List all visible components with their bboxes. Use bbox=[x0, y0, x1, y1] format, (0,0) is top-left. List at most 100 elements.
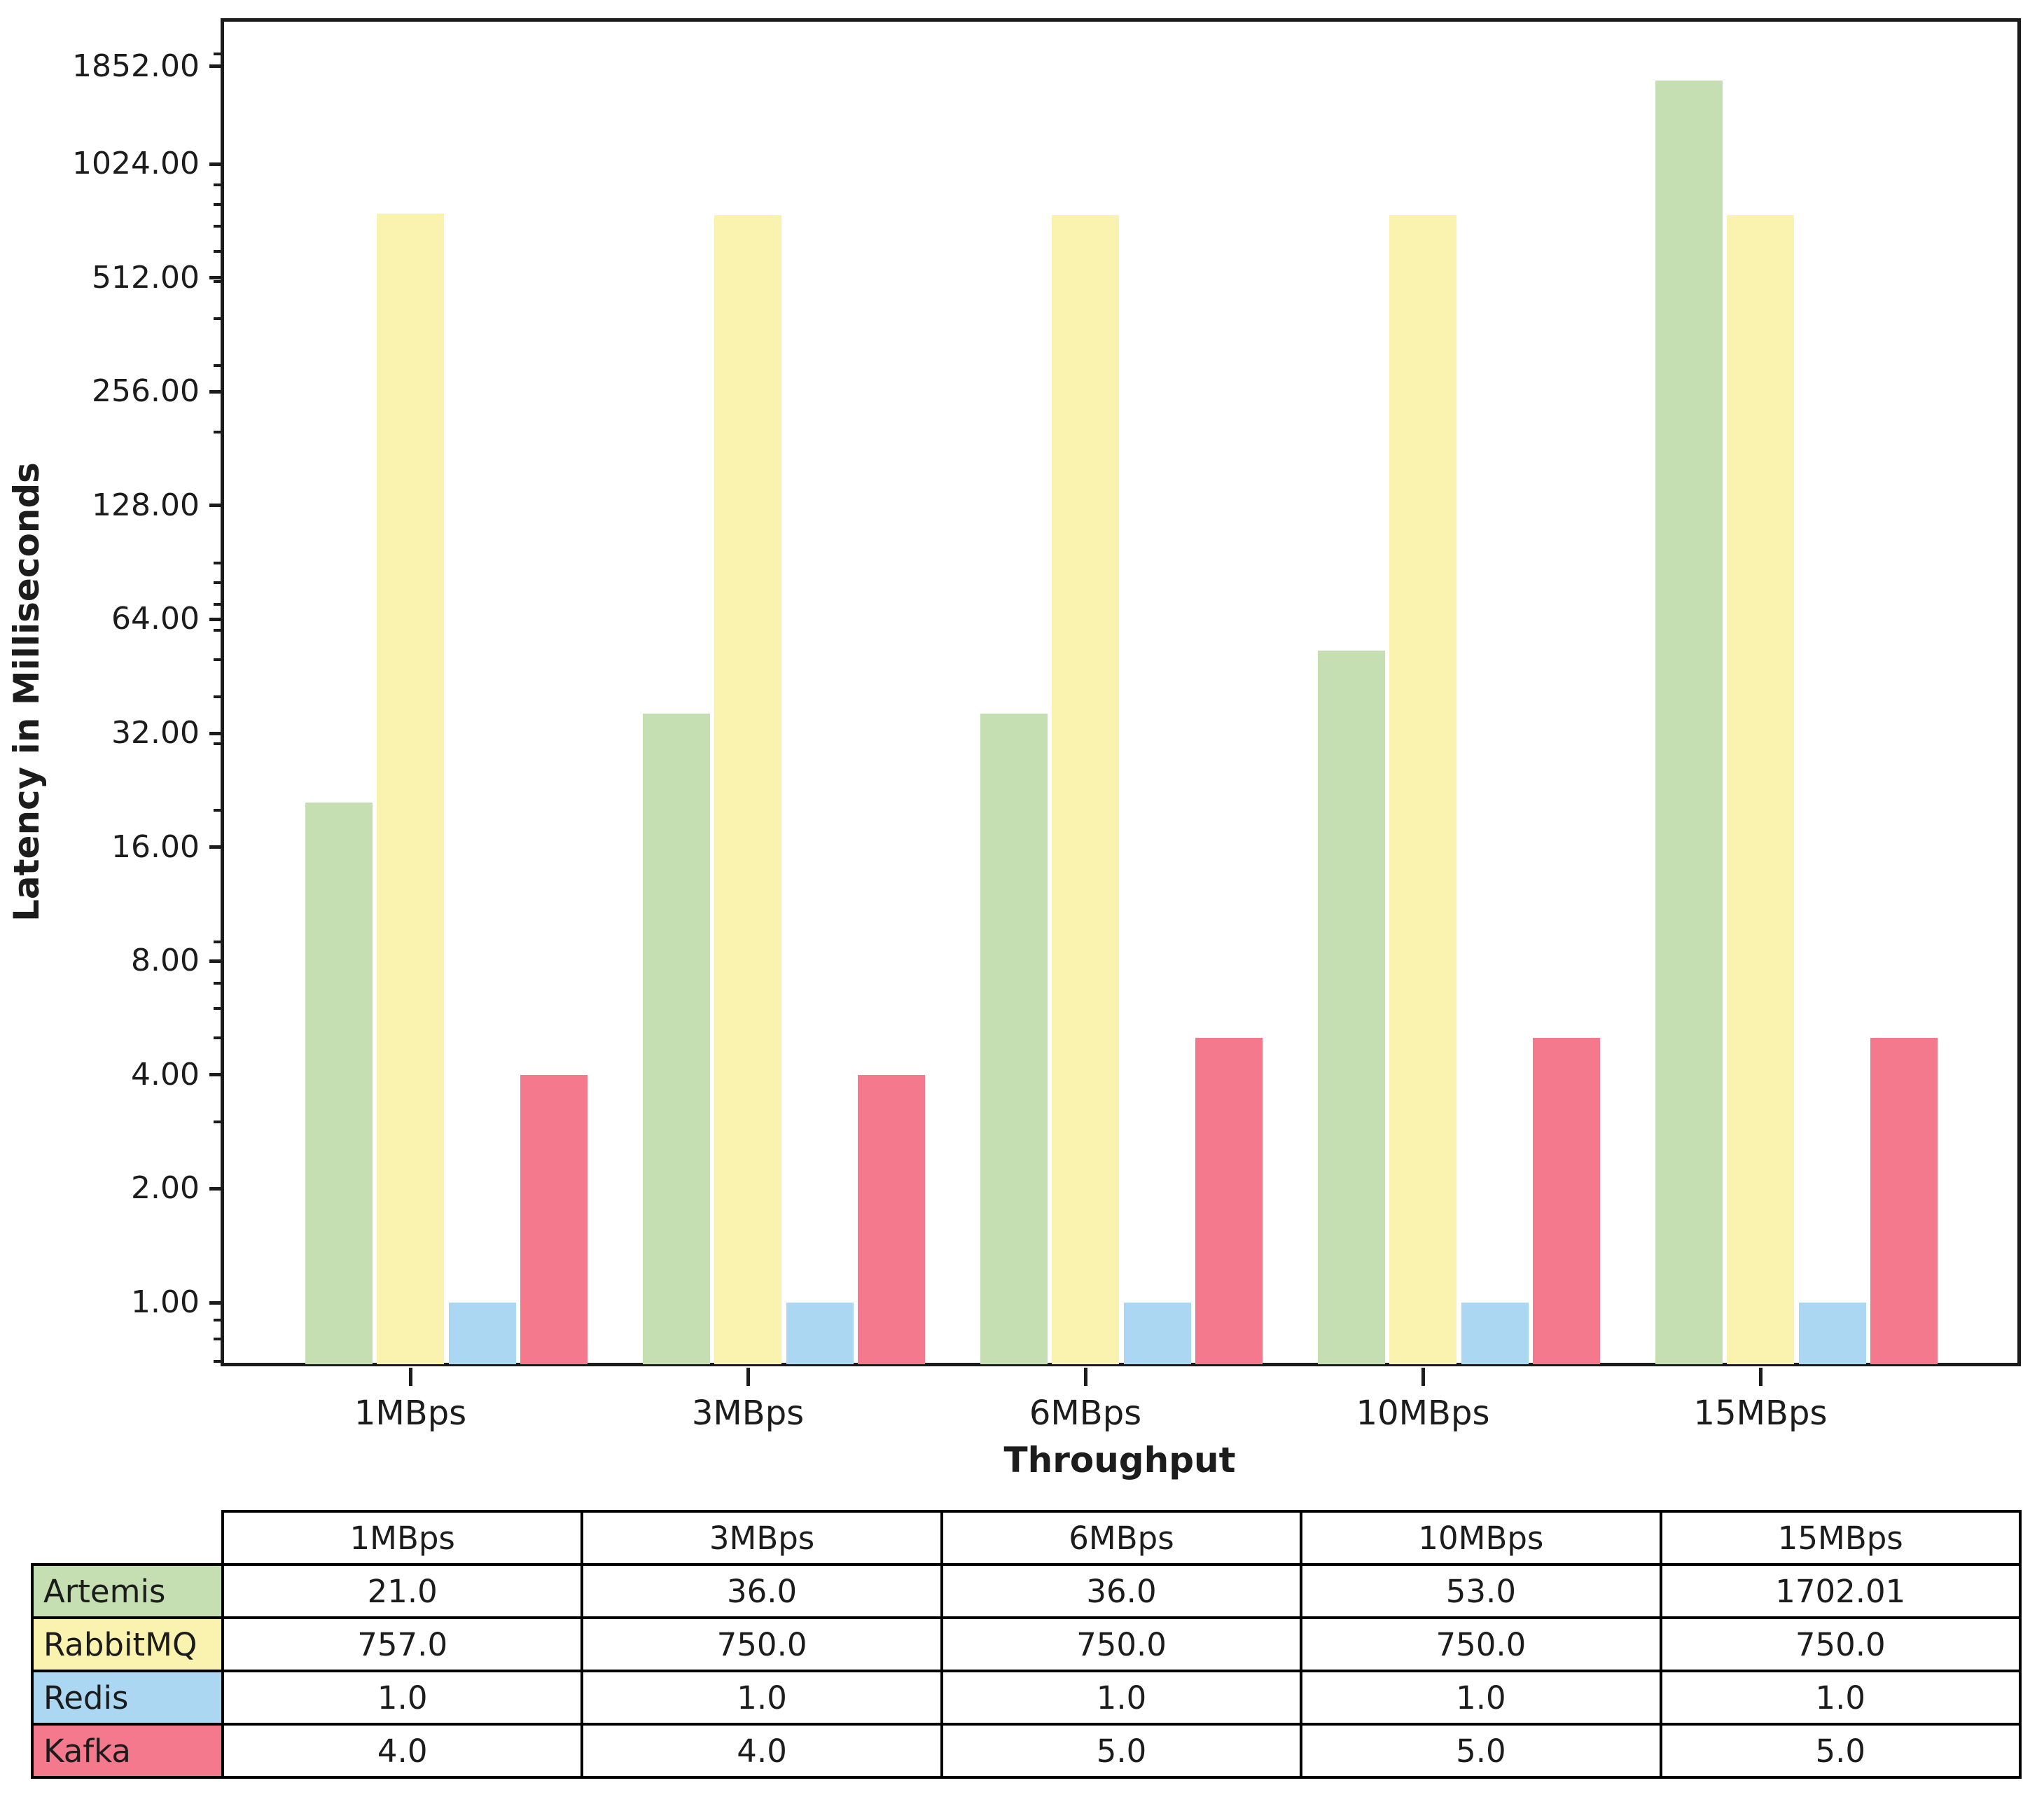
data-table: 1MBps 3MBps 6MBps 10MBps 15MBps Artemis 21.0 36… bbox=[31, 1510, 2022, 1779]
table-row: RabbitMQ 757.0 750.0 750.0 750.0 750.0 bbox=[31, 1616, 2022, 1672]
table-row: Redis 1.0 1.0 1.0 1.0 1.0 bbox=[31, 1670, 2022, 1726]
y-minor-tick bbox=[214, 52, 221, 55]
y-minor-tick bbox=[214, 628, 221, 632]
table-cell: 5.0 bbox=[1659, 1723, 2022, 1779]
y-tick-label: 2.00 bbox=[131, 1170, 200, 1207]
bar-artemis-10mbps bbox=[1317, 650, 1385, 1364]
y-major-tick bbox=[209, 276, 221, 280]
y-major-tick bbox=[209, 1300, 221, 1305]
y-tick-label: 8.00 bbox=[131, 943, 200, 979]
y-major-tick bbox=[209, 389, 221, 394]
y-minor-tick bbox=[214, 280, 221, 284]
y-axis-title: Latency in Milliseconds bbox=[6, 462, 47, 922]
y-minor-tick bbox=[214, 658, 221, 662]
x-tick-label: 15MBps bbox=[1693, 1394, 1828, 1433]
y-minor-tick bbox=[214, 1006, 221, 1010]
x-tick-label: 10MBps bbox=[1356, 1394, 1490, 1433]
bar-artemis-3mbps bbox=[642, 714, 710, 1364]
table-cell: 1.0 bbox=[221, 1670, 584, 1726]
x-axis-title: Throughput bbox=[1003, 1440, 1236, 1480]
y-tick-label: 16.00 bbox=[111, 828, 200, 865]
y-minor-tick bbox=[214, 363, 221, 367]
bar-rabbitmq-1mbps bbox=[377, 213, 444, 1364]
y-minor-tick bbox=[214, 562, 221, 565]
table-cell: 750.0 bbox=[940, 1616, 1303, 1672]
y-minor-tick bbox=[214, 603, 221, 606]
table-cell: 750.0 bbox=[1659, 1616, 2022, 1672]
y-minor-tick bbox=[214, 225, 221, 228]
table-cell: 750.0 bbox=[1300, 1616, 1662, 1672]
bar-kafka-15mbps bbox=[1870, 1038, 1938, 1364]
table-row: Artemis 21.0 36.0 36.0 53.0 1702.01 bbox=[31, 1563, 2022, 1619]
table-cell: 5.0 bbox=[940, 1723, 1303, 1779]
y-minor-tick bbox=[214, 202, 221, 206]
bar-kafka-3mbps bbox=[858, 1074, 925, 1364]
table-row-label-kafka: Kafka bbox=[31, 1723, 224, 1779]
y-minor-tick bbox=[214, 1338, 221, 1341]
y-major-tick bbox=[209, 64, 221, 69]
y-minor-tick bbox=[214, 581, 221, 585]
y-major-tick bbox=[209, 1186, 221, 1191]
y-minor-tick bbox=[214, 742, 221, 746]
table-cell: 36.0 bbox=[940, 1563, 1303, 1619]
table-cell: 1.0 bbox=[1300, 1670, 1662, 1726]
y-minor-tick bbox=[214, 1318, 221, 1321]
table-row-label-redis: Redis bbox=[31, 1670, 224, 1726]
table-col-header: 15MBps bbox=[1659, 1510, 2022, 1566]
x-tick-label: 1MBps bbox=[354, 1394, 467, 1433]
y-tick-label: 128.00 bbox=[92, 487, 200, 523]
y-major-tick bbox=[209, 1073, 221, 1077]
x-tick-label: 3MBps bbox=[691, 1394, 805, 1433]
y-major-tick bbox=[209, 731, 221, 735]
table-cell: 1.0 bbox=[1659, 1670, 2022, 1726]
y-minor-tick bbox=[214, 250, 221, 254]
bar-kafka-6mbps bbox=[1195, 1038, 1263, 1364]
table-cell: 21.0 bbox=[221, 1563, 584, 1619]
y-tick-label: 4.00 bbox=[131, 1056, 200, 1092]
y-major-tick bbox=[209, 162, 221, 166]
y-minor-tick bbox=[214, 317, 221, 320]
y-minor-tick bbox=[214, 695, 221, 698]
bar-kafka-1mbps bbox=[520, 1074, 588, 1364]
y-major-tick bbox=[209, 504, 221, 508]
bar-rabbitmq-3mbps bbox=[714, 215, 781, 1364]
table-cell: 1702.01 bbox=[1659, 1563, 2022, 1619]
bar-redis-6mbps bbox=[1123, 1303, 1191, 1364]
table-cell: 4.0 bbox=[580, 1723, 943, 1779]
table-col-header: 3MBps bbox=[580, 1510, 943, 1566]
x-tick-label: 6MBps bbox=[1029, 1394, 1142, 1433]
y-minor-tick bbox=[214, 183, 221, 187]
bar-redis-1mbps bbox=[448, 1303, 516, 1364]
x-tick bbox=[1083, 1368, 1087, 1386]
y-minor-tick bbox=[214, 940, 221, 943]
table-cell: 4.0 bbox=[221, 1723, 584, 1779]
bar-kafka-10mbps bbox=[1533, 1038, 1600, 1364]
table-cell: 1.0 bbox=[580, 1670, 943, 1726]
x-tick bbox=[1421, 1368, 1425, 1386]
table-col-header: 10MBps bbox=[1300, 1510, 1662, 1566]
y-tick-label: 64.00 bbox=[111, 601, 200, 637]
table-cell: 5.0 bbox=[1300, 1723, 1662, 1779]
y-tick-label: 32.00 bbox=[111, 715, 200, 751]
table-row-label-rabbitmq: RabbitMQ bbox=[31, 1616, 224, 1672]
y-tick-label: 512.00 bbox=[92, 259, 200, 296]
bar-redis-15mbps bbox=[1798, 1303, 1866, 1364]
y-minor-tick bbox=[214, 431, 221, 434]
bar-artemis-6mbps bbox=[980, 714, 1048, 1364]
bar-artemis-1mbps bbox=[305, 802, 373, 1364]
bar-redis-3mbps bbox=[786, 1303, 854, 1364]
y-minor-tick bbox=[214, 981, 221, 985]
x-tick bbox=[408, 1368, 412, 1386]
x-tick bbox=[746, 1368, 750, 1386]
bar-redis-10mbps bbox=[1461, 1303, 1529, 1364]
x-tick bbox=[1758, 1368, 1763, 1386]
y-minor-tick bbox=[214, 1036, 221, 1040]
table-col-header: 1MBps bbox=[221, 1510, 584, 1566]
y-tick-label: 256.00 bbox=[92, 373, 200, 410]
table-row-label-artemis: Artemis bbox=[31, 1563, 224, 1619]
y-major-tick bbox=[209, 845, 221, 849]
bar-rabbitmq-10mbps bbox=[1389, 215, 1456, 1364]
y-tick-label: 1024.00 bbox=[72, 146, 200, 181]
bar-rabbitmq-6mbps bbox=[1052, 215, 1119, 1364]
